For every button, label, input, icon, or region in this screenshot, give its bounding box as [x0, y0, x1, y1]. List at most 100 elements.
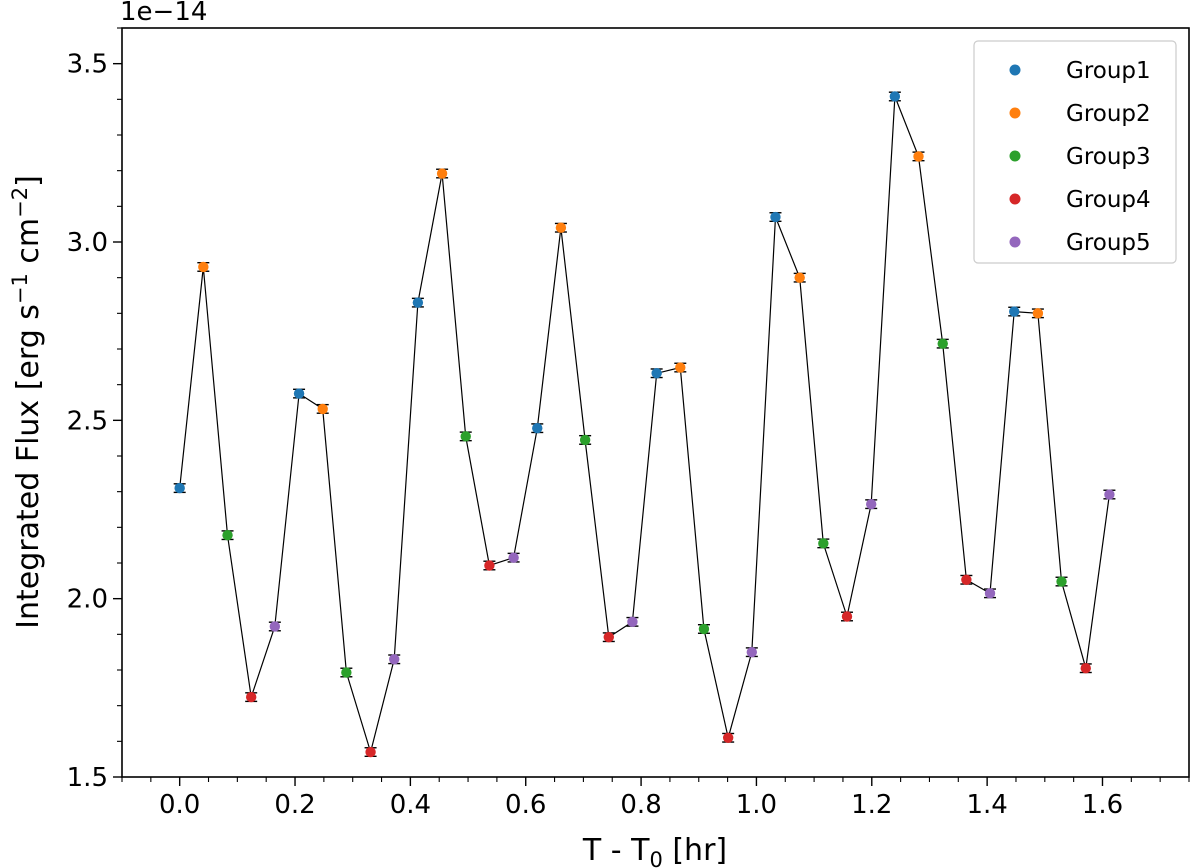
y-axis-label-mid: cm: [11, 218, 46, 273]
legend-marker-group5: [1009, 236, 1021, 248]
x-tick-label: 0.0: [159, 790, 200, 820]
data-point-group1: [888, 91, 901, 102]
marker: [1009, 306, 1020, 317]
marker: [818, 538, 829, 549]
marker: [174, 482, 185, 494]
plot-area: [121, 27, 1190, 778]
legend-label-group5: Group5: [1066, 230, 1151, 256]
data-point-group2: [554, 222, 567, 233]
marker: [245, 691, 257, 703]
data-point-group5: [745, 646, 758, 658]
y-axis-label-sup1: −1: [8, 273, 32, 304]
marker: [1104, 489, 1115, 500]
marker: [198, 261, 209, 273]
data-point-group2: [912, 151, 925, 162]
data-point-group5: [626, 616, 639, 628]
marker: [1056, 576, 1067, 587]
data-point-group3: [340, 667, 353, 678]
legend-label-group4: Group4: [1066, 187, 1151, 213]
marker: [436, 168, 448, 179]
data-point-group4: [364, 746, 377, 758]
x-tick-label: 1.6: [1082, 790, 1123, 820]
data-point-group3: [817, 538, 830, 549]
y-axis-label-end: ]: [11, 175, 46, 187]
marker: [603, 631, 614, 643]
y-axis-label: Integrated Flux [erg s−1 cm−2]: [8, 175, 46, 629]
marker: [293, 388, 305, 399]
data-point-group4: [602, 631, 615, 643]
marker: [675, 362, 686, 373]
data-point-group2: [1031, 308, 1044, 319]
data-point-group5: [507, 552, 520, 563]
y-tick-label: 2.0: [67, 585, 108, 615]
x-axis-label-main: T - T: [582, 833, 650, 868]
data-point-group1: [411, 297, 424, 308]
marker: [555, 222, 567, 233]
y-axis-label-sup2: −2: [8, 187, 32, 218]
legend-marker-group2: [1009, 107, 1021, 119]
marker: [698, 623, 710, 635]
marker: [317, 403, 328, 415]
legend-marker-group3: [1009, 150, 1021, 162]
marker: [770, 211, 781, 223]
x-tick-label: 1.4: [966, 790, 1007, 820]
data-point-group3: [221, 529, 234, 541]
marker: [984, 588, 996, 599]
data-point-group4: [483, 560, 496, 571]
y-axis-label-main: Integrated Flux [erg s: [11, 304, 46, 629]
data-point-group5: [984, 588, 997, 599]
data-point-group5: [865, 498, 878, 510]
data-point-group4: [245, 691, 258, 703]
data-point-group3: [936, 338, 949, 349]
y-offset-text: 1e−14: [120, 0, 207, 27]
marker: [794, 272, 805, 283]
data-point-group4: [1079, 663, 1092, 674]
marker: [508, 552, 519, 563]
data-point-group4: [960, 574, 973, 585]
marker: [651, 368, 662, 379]
marker: [389, 654, 400, 665]
marker: [365, 746, 376, 758]
marker: [889, 91, 901, 102]
marker: [961, 574, 972, 585]
marker: [1032, 308, 1044, 319]
data-point-group3: [459, 431, 472, 442]
marker: [269, 621, 281, 632]
data-point-group2: [316, 403, 329, 415]
y-axis: 1.5 2.0 2.5 3.0 3.5: [67, 27, 122, 793]
data-point-group2: [197, 261, 210, 273]
marker: [841, 611, 853, 622]
marker: [627, 616, 638, 628]
legend-label-group2: Group2: [1066, 101, 1151, 127]
data-point-group1: [769, 211, 782, 223]
marker: [222, 529, 233, 541]
marker: [484, 560, 495, 571]
marker: [1080, 663, 1091, 674]
data-point-group2: [436, 168, 449, 179]
marker: [866, 498, 877, 510]
data-point-group3: [579, 434, 592, 446]
y-tick-label: 1.5: [67, 763, 108, 793]
marker: [579, 434, 591, 446]
data-point-group2: [793, 272, 806, 283]
legend-box: [973, 40, 1177, 264]
x-axis-label-subscript: 0: [649, 848, 662, 868]
data-point-group1: [293, 388, 306, 399]
connecting-line: [179, 96, 1110, 755]
marker: [722, 732, 734, 743]
legend-marker-group4: [1009, 193, 1021, 205]
y-tick-label: 3.0: [67, 228, 108, 258]
connecting-line-group: [179, 96, 1110, 755]
data-point-group5: [268, 621, 281, 632]
data-point-group1: [650, 368, 663, 379]
data-point-group4: [722, 732, 735, 743]
data-point-group1: [173, 482, 186, 494]
plot-frame: [121, 27, 1190, 778]
data-point-group5: [1103, 489, 1116, 500]
x-tick-label: 0.8: [620, 790, 661, 820]
x-axis: 0.0 0.2 0.4 0.6 0.8 1.0 1.2 1.4 1.6: [121, 777, 1190, 820]
y-tick-label: 3.5: [67, 50, 108, 80]
x-tick-label: 0.4: [390, 790, 431, 820]
marker: [412, 297, 424, 308]
